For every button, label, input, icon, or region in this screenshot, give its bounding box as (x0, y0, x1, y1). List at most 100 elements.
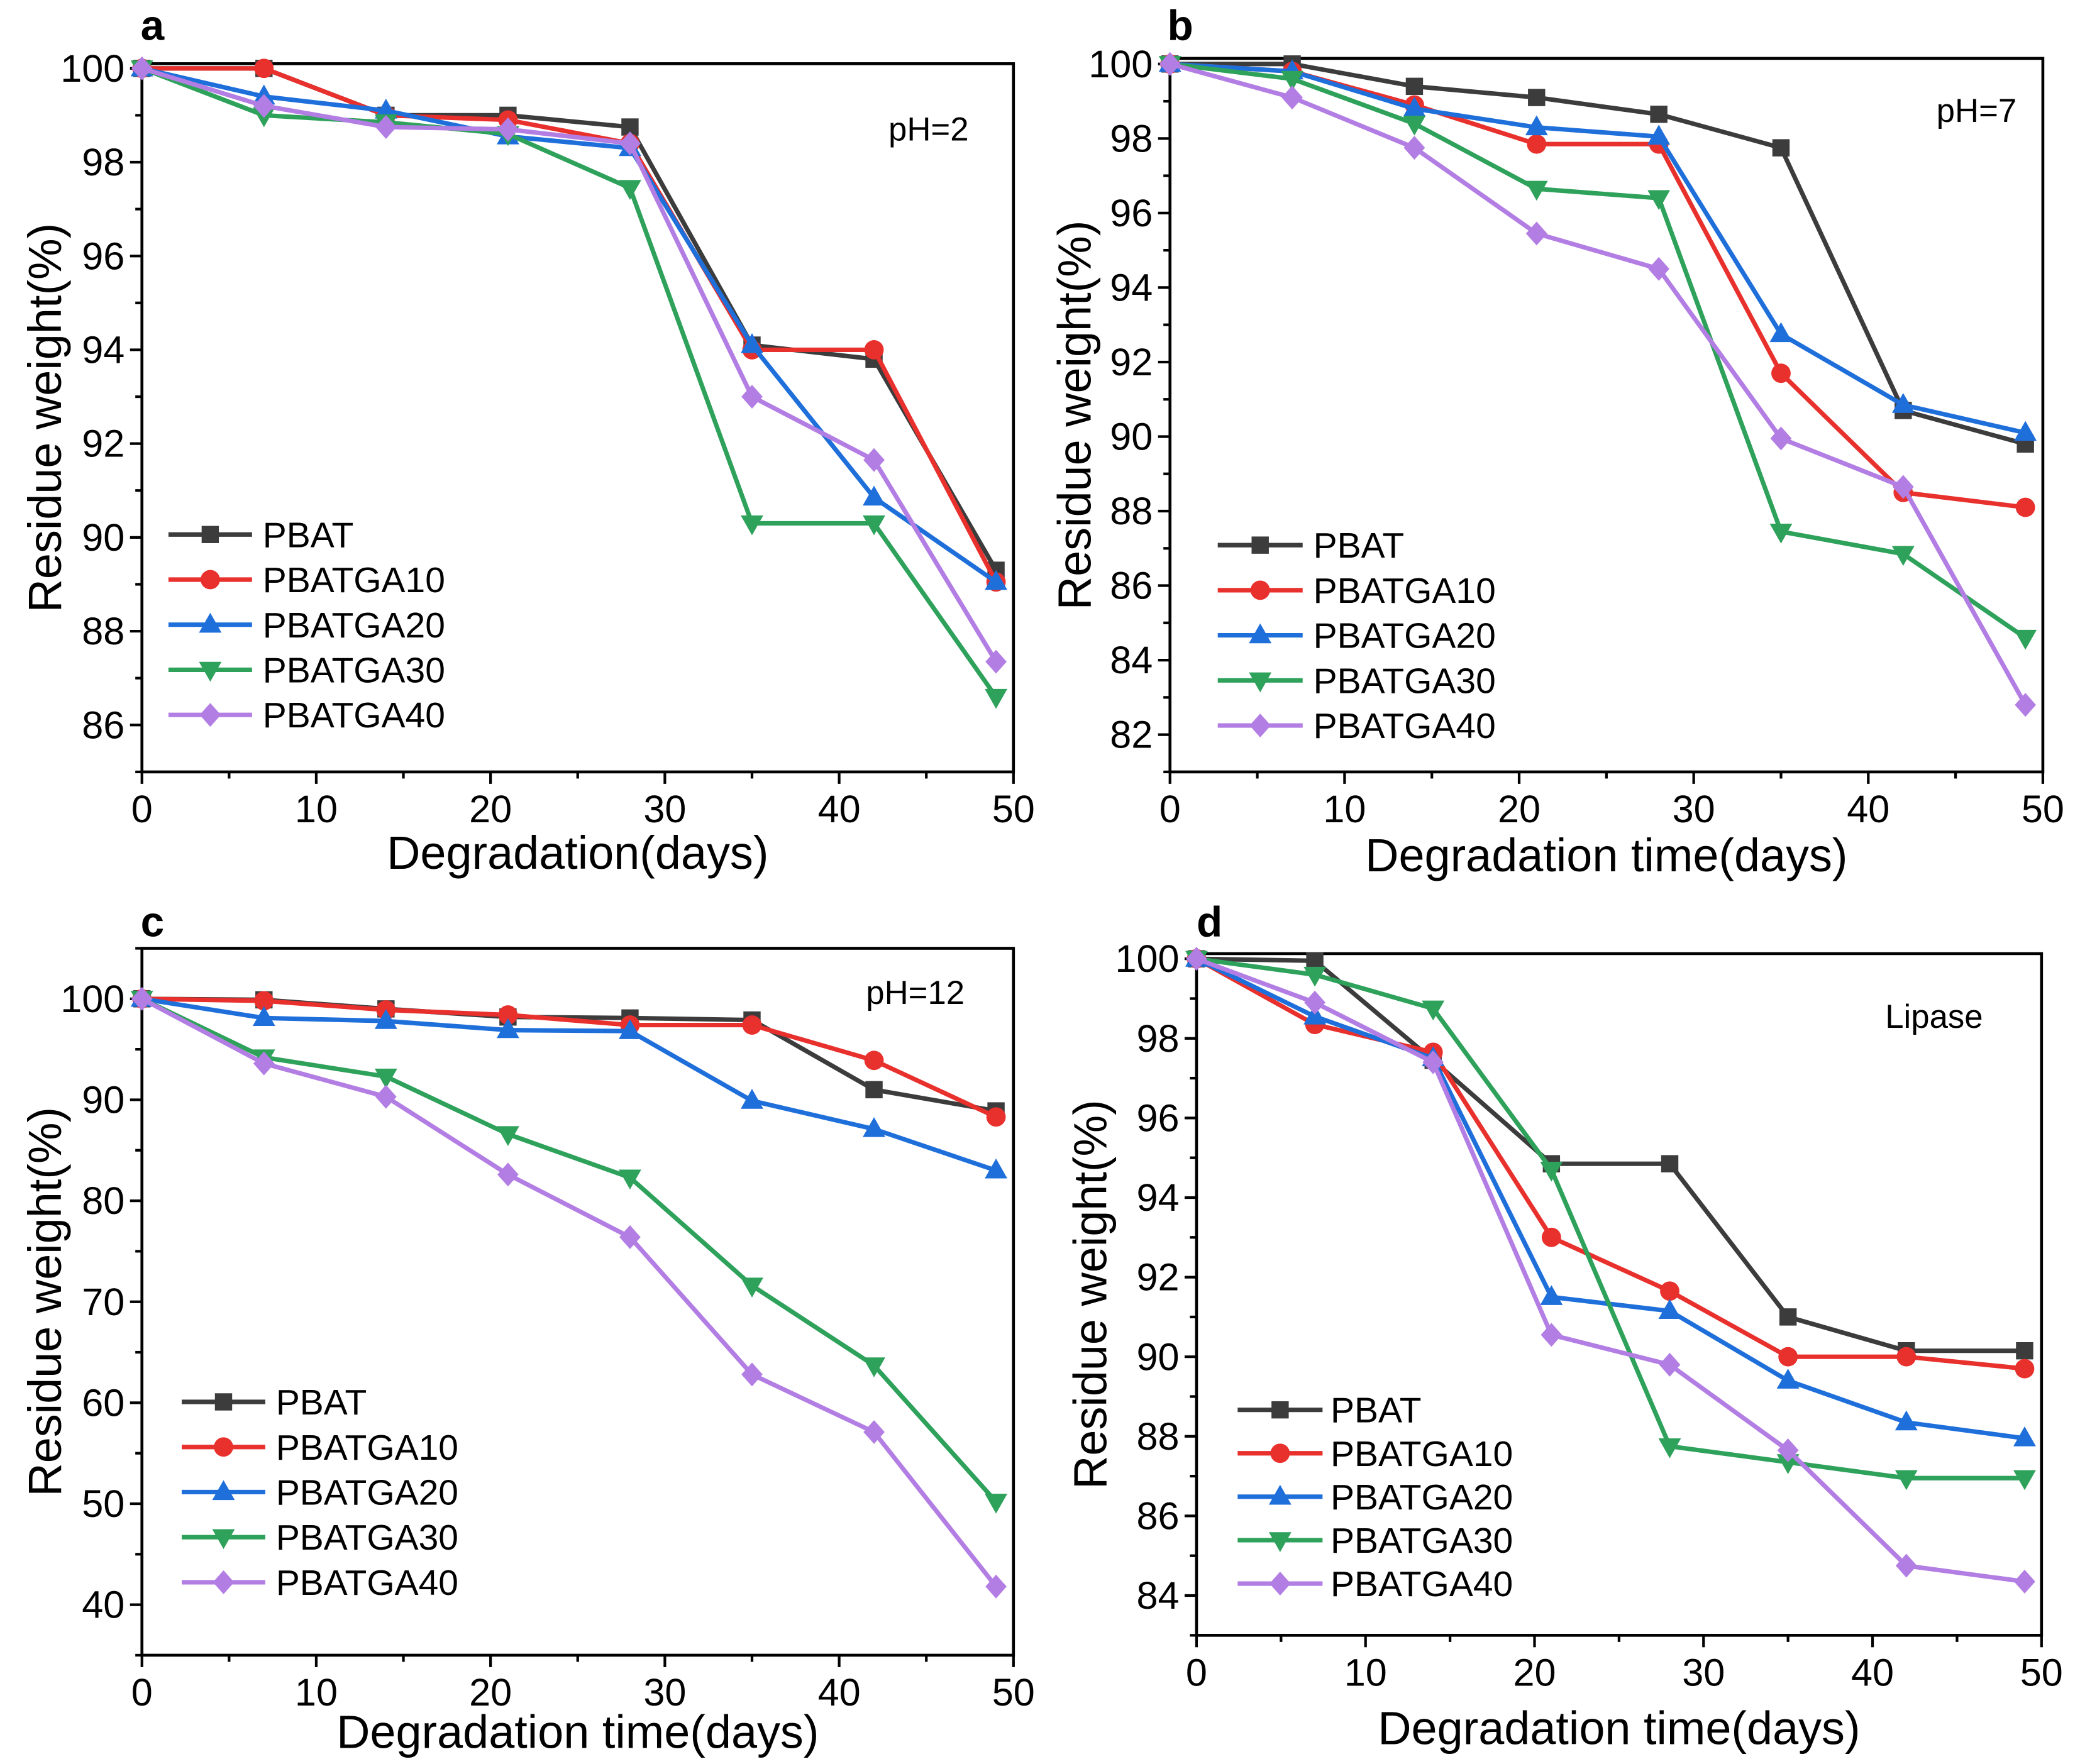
data-point-pbatga40 (131, 986, 153, 1011)
series-line-pbatga30 (140, 66, 999, 700)
data-point-pbatga40 (1422, 1050, 1444, 1074)
legend-label-pbatga10: PBATGA10 (263, 560, 445, 600)
series-pbatga40 (131, 986, 1007, 1599)
y-tick-label: 94 (1110, 266, 1153, 309)
data-point-pbatga40 (863, 1419, 885, 1444)
data-point-pbatga40 (1777, 1438, 1799, 1462)
legend-marker-pbatga30 (199, 661, 222, 682)
data-point-pbatga40 (131, 56, 153, 80)
data-point-pbatga10 (498, 1005, 518, 1025)
data-point-pbat (1650, 106, 1668, 123)
data-point-pbat (1772, 139, 1790, 157)
legend-label-pbatga30: PBATGA30 (263, 650, 445, 690)
data-point-pbatga20 (1891, 393, 1915, 413)
legend-item-pbatga30: PBATGA30 (1237, 1521, 1513, 1561)
legend-item-pbat: PBAT (182, 1382, 367, 1423)
legend-item-pbatga30: PBATGA30 (182, 1518, 458, 1558)
x-tick-label: 20 (469, 788, 512, 830)
series-line-pbatga10 (1194, 956, 2027, 1371)
y-tick-label: 90 (1136, 1335, 1179, 1378)
data-point-pbatga30 (863, 1357, 885, 1377)
series-pbatga40 (1186, 947, 2035, 1594)
data-point-pbatga30 (1891, 546, 1915, 566)
data-point-pbat (1661, 1155, 1679, 1172)
y-tick-label: 88 (1136, 1415, 1179, 1458)
series-line-pbatga40 (140, 66, 999, 664)
data-point-pbat (1528, 89, 1546, 106)
legend-label-pbatga20: PBATGA20 (1314, 616, 1496, 656)
legend-marker-pbatga20 (199, 612, 222, 633)
tick-labels: 0 10 20 30 40 50 86 88 90 92 94 96 98 100 (60, 47, 1035, 830)
data-point-pbatga40 (1659, 1352, 1681, 1377)
y-tick-label: 82 (1110, 714, 1153, 756)
data-point-pbatga40 (2015, 693, 2037, 717)
data-point-pbatga30 (2013, 1470, 2036, 1491)
data-point-pbat (2016, 1342, 2033, 1360)
data-point-pbat (1779, 1308, 1797, 1326)
legend-marker-pbatga30 (212, 1529, 235, 1550)
data-point-pbatga10 (2015, 1359, 2035, 1379)
y-tick-label: 96 (1136, 1096, 1179, 1139)
data-point-pbat (865, 1081, 883, 1099)
data-point-pbatga30 (1281, 70, 1304, 91)
data-point-pbatga20 (374, 1009, 397, 1029)
panel-label: b (1168, 2, 1193, 49)
legend-marker-pbatga10 (200, 570, 220, 590)
data-point-pbatga20 (496, 1018, 519, 1039)
legend-item-pbat: PBAT (168, 515, 353, 555)
data-point-pbatga20 (374, 98, 397, 119)
data-point-pbatga20 (863, 1117, 885, 1137)
data-point-pbatga30 (1769, 523, 1793, 544)
y-tick-label: 90 (82, 1079, 124, 1122)
y-axis-title: Residue weight(%) (19, 1107, 71, 1497)
legend-item-pbatga40: PBATGA40 (168, 695, 445, 736)
data-point-pbatga40 (863, 448, 885, 472)
data-point-pbatga30 (985, 1494, 1008, 1514)
series-line-pbatga40 (140, 996, 999, 1589)
chart-panel-b: 0 10 20 30 40 50 82 84 86 88 90 92 94 96 98 100 Degradat… (1048, 2, 2064, 881)
series-line-pbatga30 (1168, 62, 2028, 641)
x-tick-label: 40 (1851, 1651, 1894, 1694)
y-tick-label: 88 (82, 610, 124, 653)
data-point-pbatga10 (986, 1107, 1006, 1127)
condition-annotation: Lipase (1885, 998, 1983, 1035)
legend-label-pbatga10: PBATGA10 (1330, 1434, 1513, 1474)
series-line-pbatga10 (140, 66, 999, 585)
legend-item-pbat: PBAT (1217, 526, 1404, 566)
data-point-pbatga30 (619, 180, 641, 201)
y-tick-label: 98 (82, 141, 124, 184)
data-point-pbatga20 (252, 1006, 275, 1026)
tick-labels: 0 10 20 30 40 50 84 86 88 90 92 94 96 98 100 (1115, 937, 2062, 1694)
data-point-pbatga20 (1525, 115, 1548, 136)
legend-marker-pbat (1271, 1401, 1289, 1419)
x-tick-label: 30 (1682, 1651, 1725, 1694)
chart-panel-a: 0 10 20 30 40 50 86 88 90 92 94 96 98 100 Degradation(… (19, 2, 1035, 879)
legend-label-pbatga20: PBATGA20 (263, 605, 445, 646)
data-point-pbatga10 (1527, 134, 1547, 154)
legend-label-pbatga10: PBATGA10 (276, 1428, 458, 1468)
legend-marker-pbat (201, 526, 219, 543)
legend: PBAT PBATGA10 PBATGA20 PBATGA30 PBATGA40 (182, 1382, 458, 1603)
x-axis-title: Degradation time(days) (336, 1706, 819, 1758)
data-point-pbatga20 (1769, 322, 1793, 343)
x-tick-label: 50 (992, 1671, 1035, 1714)
legend-marker-pbatga10 (214, 1437, 233, 1457)
legend-item-pbatga10: PBATGA10 (168, 560, 445, 600)
data-point-pbatga40 (1304, 990, 1325, 1015)
y-tick-label: 96 (1110, 192, 1153, 234)
series-line-pbatga10 (140, 996, 999, 1120)
data-point-pbatga20 (1540, 1285, 1563, 1305)
legend-item-pbatga10: PBATGA10 (1217, 571, 1496, 611)
y-axis-title: Residue weight(%) (1048, 221, 1100, 610)
data-point-pbatga10 (864, 1050, 884, 1071)
x-tick-label: 30 (1673, 788, 1715, 830)
data-point-pbatga20 (1776, 1369, 1800, 1389)
x-tick-label: 30 (643, 788, 686, 830)
series-line-pbat (1168, 62, 2028, 446)
x-tick-label: 20 (469, 1671, 512, 1714)
x-tick-label: 40 (818, 788, 861, 830)
data-point-pbatga40 (2014, 1569, 2035, 1594)
data-point-pbatga10 (1896, 1347, 1917, 1367)
data-point-pbatga40 (375, 1084, 397, 1109)
x-axis-title: Degradation time(days) (1378, 1702, 1860, 1754)
